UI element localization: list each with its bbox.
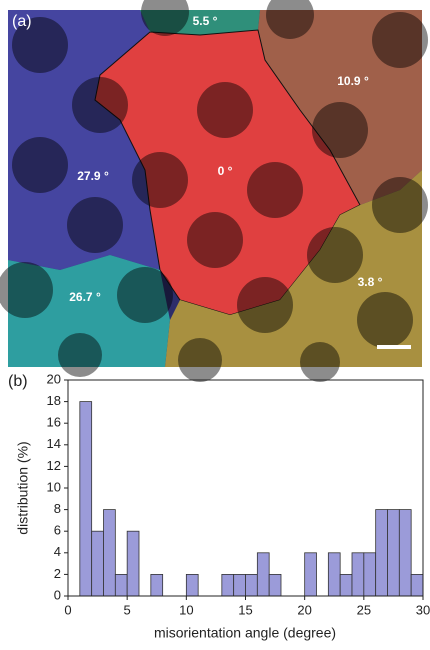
figure: (a) 5.5 ° 10.9 ° 27.9 ° 0 ° 26.7 ° 3.8 °… (0, 0, 430, 645)
y-tick-label: 20 (47, 371, 61, 386)
y-tick-label: 14 (47, 436, 61, 451)
bar (305, 553, 317, 596)
bar (186, 574, 198, 596)
x-tick-label: 30 (416, 602, 430, 617)
bar (388, 510, 400, 596)
panel-label: (b) (8, 373, 28, 390)
page: (a) 5.5 ° 10.9 ° 27.9 ° 0 ° 26.7 ° 3.8 °… (0, 0, 430, 650)
bar (104, 510, 116, 596)
bar (115, 574, 127, 596)
bar (328, 553, 340, 596)
bar (222, 574, 234, 596)
y-tick-label: 16 (47, 415, 61, 430)
y-tick-label: 18 (47, 393, 61, 408)
bar (340, 574, 352, 596)
y-tick-label: 2 (54, 566, 61, 581)
bar (269, 574, 281, 596)
x-tick-label: 20 (297, 602, 311, 617)
bar (257, 553, 269, 596)
panel-label: (a) (12, 13, 32, 30)
bar (80, 402, 92, 596)
bar (151, 574, 163, 596)
bar (376, 510, 388, 596)
x-axis-label: misorientation angle (degree) (154, 625, 336, 641)
angle-label: 26.7 ° (69, 290, 101, 304)
bar (411, 574, 423, 596)
x-tick-label: 25 (357, 602, 371, 617)
bar (352, 553, 364, 596)
x-tick-label: 5 (124, 602, 131, 617)
scale-bar (377, 345, 411, 349)
y-axis-label: distribution (%) (15, 441, 31, 534)
y-tick-label: 8 (54, 501, 61, 516)
bar (92, 531, 104, 596)
angle-label: 0 ° (218, 164, 233, 178)
angle-label: 3.8 ° (358, 275, 383, 289)
x-tick-label: 0 (64, 602, 71, 617)
bar (234, 574, 246, 596)
bar (399, 510, 411, 596)
bar (127, 531, 139, 596)
micrograph: (a) 5.5 ° 10.9 ° 27.9 ° 0 ° 26.7 ° 3.8 ° (0, 0, 428, 382)
y-tick-label: 12 (47, 458, 61, 473)
y-tick-label: 4 (54, 544, 61, 559)
x-tick-label: 15 (238, 602, 252, 617)
bar (246, 574, 258, 596)
angle-label: 27.9 ° (77, 169, 109, 183)
angle-label: 5.5 ° (193, 14, 218, 28)
bar (364, 553, 376, 596)
y-tick-label: 0 (54, 587, 61, 602)
x-tick-label: 10 (179, 602, 193, 617)
y-tick-label: 10 (47, 479, 61, 494)
y-tick-label: 6 (54, 523, 61, 538)
angle-label: 10.9 ° (337, 74, 369, 88)
